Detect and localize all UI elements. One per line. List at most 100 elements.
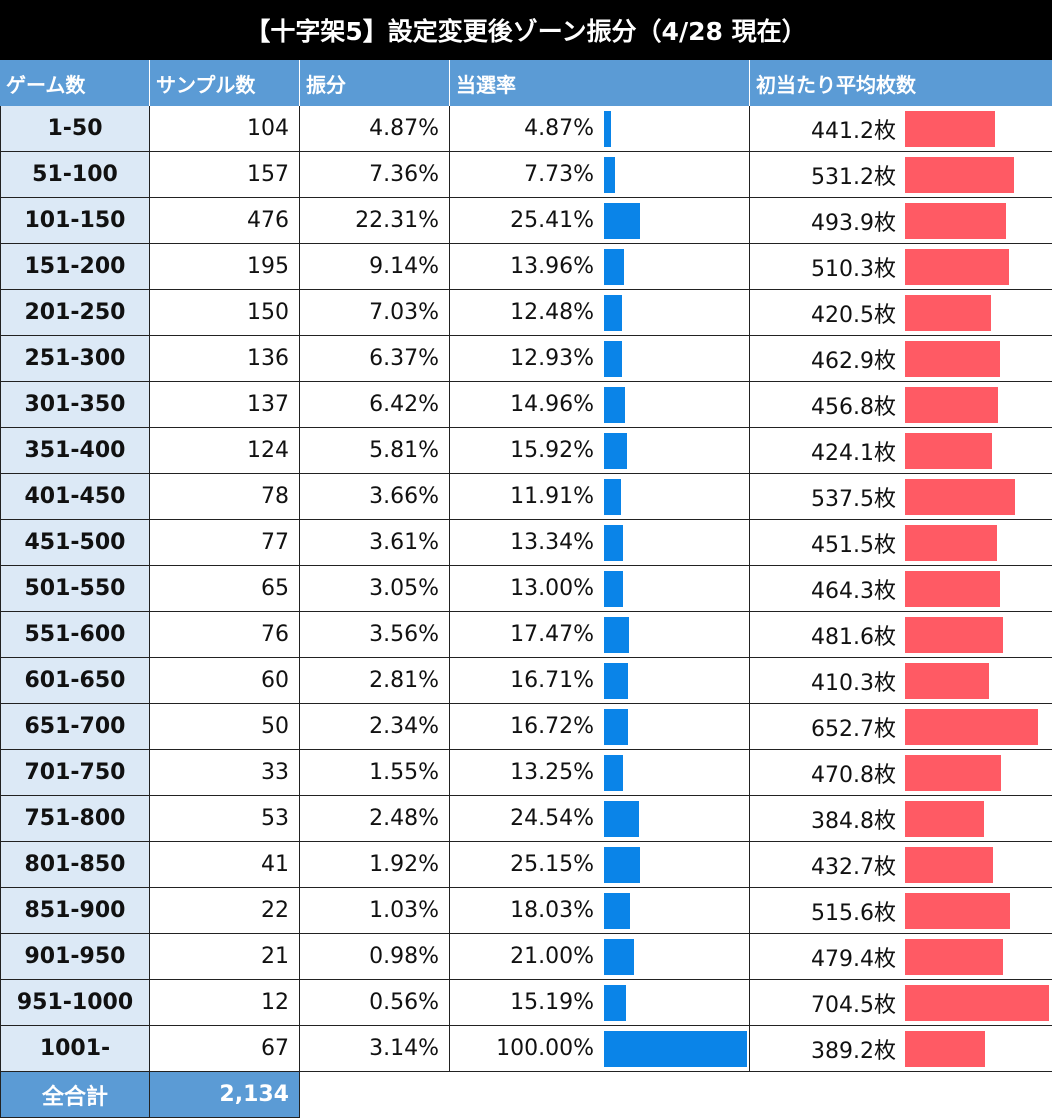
avg-coins-cell: 510.3枚	[750, 244, 902, 290]
distribution-cell: 1.92%	[300, 842, 450, 888]
avg-coins-bar-cell	[902, 428, 1052, 474]
win-rate-bar	[604, 111, 611, 147]
win-rate-cell: 17.47%	[450, 612, 600, 658]
distribution-cell: 2.48%	[300, 796, 450, 842]
win-rate-cell: 14.96%	[450, 382, 600, 428]
avg-coins-cell: 531.2枚	[750, 152, 902, 198]
avg-coins-bar-cell	[902, 244, 1052, 290]
win-rate-bar-cell	[600, 750, 750, 796]
avg-coins-cell: 451.5枚	[750, 520, 902, 566]
sample-count-cell: 476	[150, 198, 300, 244]
avg-coins-bar	[905, 801, 984, 837]
sample-count-cell: 50	[150, 704, 300, 750]
win-rate-cell: 15.19%	[450, 980, 600, 1026]
win-rate-bar-cell	[600, 244, 750, 290]
avg-coins-cell: 424.1枚	[750, 428, 902, 474]
win-rate-cell: 25.15%	[450, 842, 600, 888]
avg-coins-bar-cell	[902, 842, 1052, 888]
distribution-cell: 1.03%	[300, 888, 450, 934]
distribution-cell: 3.14%	[300, 1026, 450, 1072]
distribution-cell: 4.87%	[300, 106, 450, 152]
sample-count-cell: 76	[150, 612, 300, 658]
avg-coins-bar	[905, 709, 1039, 745]
distribution-cell: 9.14%	[300, 244, 450, 290]
win-rate-bar	[604, 709, 628, 745]
game-range-cell: 601-650	[0, 658, 150, 704]
win-rate-cell: 4.87%	[450, 106, 600, 152]
sample-count-cell: 136	[150, 336, 300, 382]
header-row: ゲーム数 サンプル数 振分 当選率 初当たり平均枚数	[0, 60, 1052, 106]
table-row: 851-900 22 1.03% 18.03% 515.6枚	[0, 888, 1052, 934]
win-rate-bar-cell	[600, 106, 750, 152]
avg-coins-bar	[905, 479, 1015, 515]
win-rate-cell: 21.00%	[450, 934, 600, 980]
table-row: 951-1000 12 0.56% 15.19% 704.5枚	[0, 980, 1052, 1026]
distribution-cell: 0.98%	[300, 934, 450, 980]
win-rate-cell: 13.96%	[450, 244, 600, 290]
game-range-cell: 901-950	[0, 934, 150, 980]
chart-title: 【十字架5】設定変更後ゾーン振分（4/28 現在）	[0, 0, 1052, 60]
avg-coins-bar-cell	[902, 934, 1052, 980]
table-row: 201-250 150 7.03% 12.48% 420.5枚	[0, 290, 1052, 336]
distribution-cell: 3.56%	[300, 612, 450, 658]
win-rate-bar	[604, 801, 640, 837]
avg-coins-bar-cell	[902, 1026, 1052, 1072]
table-row: 751-800 53 2.48% 24.54% 384.8枚	[0, 796, 1052, 842]
table-row: 251-300 136 6.37% 12.93% 462.9枚	[0, 336, 1052, 382]
game-range-cell: 801-850	[0, 842, 150, 888]
table-row: 451-500 77 3.61% 13.34% 451.5枚	[0, 520, 1052, 566]
win-rate-bar	[604, 249, 624, 285]
sample-count-cell: 157	[150, 152, 300, 198]
win-rate-bar	[604, 663, 628, 699]
avg-coins-cell: 652.7枚	[750, 704, 902, 750]
avg-coins-bar-cell	[902, 796, 1052, 842]
avg-coins-bar-cell	[902, 198, 1052, 244]
avg-coins-bar-cell	[902, 152, 1052, 198]
win-rate-cell: 15.92%	[450, 428, 600, 474]
win-rate-bar	[604, 203, 641, 239]
win-rate-bar-cell	[600, 658, 750, 704]
game-range-cell: 1-50	[0, 106, 150, 152]
table-row: 601-650 60 2.81% 16.71% 410.3枚	[0, 658, 1052, 704]
win-rate-cell: 16.72%	[450, 704, 600, 750]
avg-coins-bar-cell	[902, 566, 1052, 612]
win-rate-bar-cell	[600, 428, 750, 474]
win-rate-bar	[604, 387, 626, 423]
header-sample: サンプル数	[150, 60, 300, 106]
win-rate-bar	[604, 525, 624, 561]
avg-coins-bar	[905, 111, 996, 147]
win-rate-cell: 16.71%	[450, 658, 600, 704]
avg-coins-cell: 470.8枚	[750, 750, 902, 796]
header-rate: 当選率	[450, 60, 750, 106]
avg-coins-bar	[905, 893, 1011, 929]
win-rate-bar	[604, 985, 626, 1021]
sample-count-cell: 195	[150, 244, 300, 290]
footer-label: 全合計	[0, 1072, 150, 1118]
table-row: 351-400 124 5.81% 15.92% 424.1枚	[0, 428, 1052, 474]
sample-count-cell: 41	[150, 842, 300, 888]
distribution-cell: 3.61%	[300, 520, 450, 566]
table-row: 1-50 104 4.87% 4.87% 441.2枚	[0, 106, 1052, 152]
win-rate-bar	[604, 433, 627, 469]
win-rate-bar-cell	[600, 566, 750, 612]
avg-coins-cell: 493.9枚	[750, 198, 902, 244]
avg-coins-bar	[905, 1031, 985, 1067]
win-rate-bar	[604, 571, 623, 607]
distribution-cell: 3.05%	[300, 566, 450, 612]
avg-coins-bar	[905, 985, 1049, 1021]
avg-coins-cell: 515.6枚	[750, 888, 902, 934]
avg-coins-bar	[905, 617, 1004, 653]
win-rate-bar-cell	[600, 1026, 750, 1072]
game-range-cell: 401-450	[0, 474, 150, 520]
avg-coins-bar-cell	[902, 382, 1052, 428]
table-row: 151-200 195 9.14% 13.96% 510.3枚	[0, 244, 1052, 290]
distribution-cell: 7.03%	[300, 290, 450, 336]
sample-count-cell: 12	[150, 980, 300, 1026]
win-rate-bar-cell	[600, 842, 750, 888]
avg-coins-cell: 462.9枚	[750, 336, 902, 382]
win-rate-bar	[604, 755, 623, 791]
avg-coins-bar	[905, 525, 998, 561]
game-range-cell: 101-150	[0, 198, 150, 244]
distribution-cell: 0.56%	[300, 980, 450, 1026]
win-rate-cell: 18.03%	[450, 888, 600, 934]
